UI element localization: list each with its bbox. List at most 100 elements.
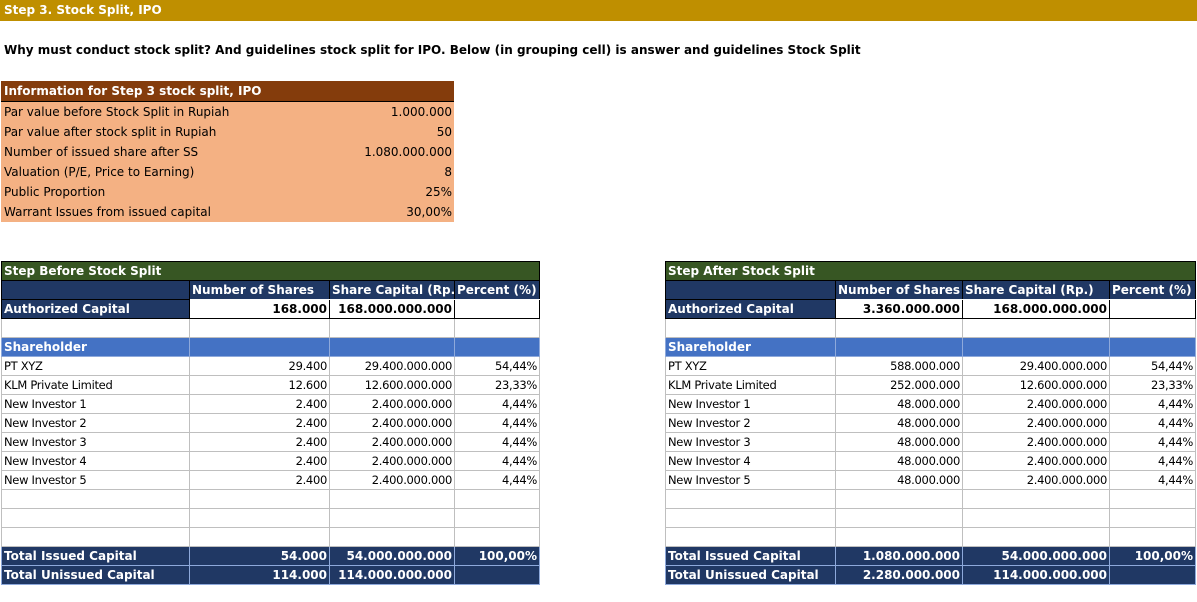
- total-issued-percent[interactable]: 100,00%: [453, 546, 541, 566]
- shareholder-header[interactable]: Shareholder: [665, 337, 836, 357]
- capital-cell[interactable]: 2.400.000.000: [962, 451, 1110, 471]
- capital-cell[interactable]: 2.400.000.000: [329, 451, 455, 471]
- shareholder-name[interactable]: New Investor 2: [1, 413, 190, 433]
- percent-cell[interactable]: 4,44%: [453, 413, 541, 433]
- blank-cell[interactable]: [1, 280, 190, 300]
- blank-cell[interactable]: [835, 337, 963, 357]
- shareholder-name[interactable]: KLM Private Limited: [1, 375, 190, 395]
- col-header-shares[interactable]: Number of Shares: [189, 280, 330, 300]
- capital-cell[interactable]: 2.400.000.000: [962, 470, 1110, 490]
- blank-cell[interactable]: [329, 489, 455, 509]
- total-issued-capital[interactable]: 54.000.000.000: [962, 546, 1110, 566]
- blank-cell[interactable]: [665, 527, 836, 547]
- col-header-capital[interactable]: Share Capital (Rp.): [329, 280, 455, 300]
- percent-cell[interactable]: 4,44%: [1108, 432, 1197, 452]
- shares-cell[interactable]: 2.400: [189, 394, 330, 414]
- percent-cell[interactable]: 23,33%: [453, 375, 541, 395]
- shares-cell[interactable]: 48.000.000: [835, 451, 963, 471]
- shares-cell[interactable]: 2.400: [189, 470, 330, 490]
- blank-cell[interactable]: [835, 489, 963, 509]
- authorized-capital[interactable]: 168.000.000.000: [329, 299, 455, 319]
- percent-cell[interactable]: 4,44%: [453, 394, 541, 414]
- blank-cell[interactable]: [329, 508, 455, 528]
- col-header-percent[interactable]: Percent (%): [453, 280, 541, 300]
- shareholder-name[interactable]: PT XYZ: [665, 356, 836, 376]
- info-row[interactable]: Warrant Issues from issued capital 30,00%: [1, 202, 454, 222]
- authorized-label[interactable]: Authorized Capital: [1, 299, 190, 319]
- blank-cell[interactable]: [453, 508, 541, 528]
- blank-cell[interactable]: [1, 489, 190, 509]
- capital-cell[interactable]: 12.600.000.000: [329, 375, 455, 395]
- blank-cell[interactable]: [962, 508, 1110, 528]
- total-unissued-capital[interactable]: 114.000.000.000: [962, 565, 1110, 585]
- blank-cell[interactable]: [453, 489, 541, 509]
- authorized-shares[interactable]: 168.000: [189, 299, 330, 319]
- blank-cell[interactable]: [665, 280, 836, 300]
- blank-cell[interactable]: [329, 318, 455, 338]
- shares-cell[interactable]: 48.000.000: [835, 432, 963, 452]
- blank-cell[interactable]: [962, 527, 1110, 547]
- authorized-label[interactable]: Authorized Capital: [665, 299, 836, 319]
- shareholder-name[interactable]: PT XYZ: [1, 356, 190, 376]
- total-unissued-shares[interactable]: 114.000: [189, 565, 330, 585]
- question-text[interactable]: Why must conduct stock split? And guidel…: [4, 43, 861, 57]
- blank-cell[interactable]: [665, 489, 836, 509]
- blank-cell[interactable]: [453, 337, 541, 357]
- blank-cell[interactable]: [835, 527, 963, 547]
- col-header-capital[interactable]: Share Capital (Rp.): [962, 280, 1110, 300]
- capital-cell[interactable]: 29.400.000.000: [329, 356, 455, 376]
- capital-cell[interactable]: 12.600.000.000: [962, 375, 1110, 395]
- total-issued-percent[interactable]: 100,00%: [1108, 546, 1197, 566]
- total-unissued-label[interactable]: Total Unissued Capital: [665, 565, 836, 585]
- capital-cell[interactable]: 2.400.000.000: [329, 394, 455, 414]
- blank-cell[interactable]: [1108, 318, 1197, 338]
- shareholder-name[interactable]: New Investor 5: [665, 470, 836, 490]
- blank-cell[interactable]: [1, 508, 190, 528]
- blank-cell[interactable]: [665, 508, 836, 528]
- capital-cell[interactable]: 2.400.000.000: [329, 470, 455, 490]
- capital-cell[interactable]: 2.400.000.000: [329, 413, 455, 433]
- blank-cell[interactable]: [1108, 489, 1197, 509]
- blank-cell[interactable]: [189, 508, 330, 528]
- info-row[interactable]: Par value before Stock Split in Rupiah 1.…: [1, 102, 454, 122]
- blank-cell[interactable]: [453, 527, 541, 547]
- blank-cell[interactable]: [962, 318, 1110, 338]
- percent-cell[interactable]: 4,44%: [1108, 451, 1197, 471]
- table-title[interactable]: Step Before Stock Split: [0, 261, 541, 281]
- shares-cell[interactable]: 2.400: [189, 451, 330, 471]
- capital-cell[interactable]: 2.400.000.000: [329, 432, 455, 452]
- table-title[interactable]: Step After Stock Split: [664, 261, 1197, 281]
- percent-cell[interactable]: 4,44%: [453, 451, 541, 471]
- blank-cell[interactable]: [189, 318, 330, 338]
- shares-cell[interactable]: 48.000.000: [835, 413, 963, 433]
- blank-cell[interactable]: [1108, 565, 1197, 585]
- blank-cell[interactable]: [835, 508, 963, 528]
- total-unissued-label[interactable]: Total Unissued Capital: [1, 565, 190, 585]
- shareholder-name[interactable]: KLM Private Limited: [665, 375, 836, 395]
- blank-cell[interactable]: [189, 527, 330, 547]
- percent-cell[interactable]: 4,44%: [1108, 394, 1197, 414]
- capital-cell[interactable]: 2.400.000.000: [962, 432, 1110, 452]
- shareholder-header[interactable]: Shareholder: [1, 337, 190, 357]
- blank-cell[interactable]: [329, 527, 455, 547]
- info-row[interactable]: Number of issued share after SS 1.080.000…: [1, 142, 454, 162]
- blank-cell[interactable]: [1, 318, 190, 338]
- blank-cell[interactable]: [1108, 337, 1197, 357]
- percent-cell[interactable]: 4,44%: [453, 470, 541, 490]
- shareholder-name[interactable]: New Investor 2: [665, 413, 836, 433]
- percent-cell[interactable]: 23,33%: [1108, 375, 1197, 395]
- percent-cell[interactable]: 4,44%: [453, 432, 541, 452]
- blank-cell[interactable]: [835, 318, 963, 338]
- blank-cell[interactable]: [962, 489, 1110, 509]
- shares-cell[interactable]: 2.400: [189, 432, 330, 452]
- blank-cell[interactable]: [1108, 527, 1197, 547]
- percent-cell[interactable]: 4,44%: [1108, 470, 1197, 490]
- info-row[interactable]: Public Proportion 25%: [1, 182, 454, 202]
- blank-cell[interactable]: [1108, 299, 1197, 319]
- total-issued-label[interactable]: Total Issued Capital: [1, 546, 190, 566]
- total-unissued-shares[interactable]: 2.280.000.000: [835, 565, 963, 585]
- shares-cell[interactable]: 48.000.000: [835, 394, 963, 414]
- total-issued-capital[interactable]: 54.000.000.000: [329, 546, 455, 566]
- capital-cell[interactable]: 2.400.000.000: [962, 413, 1110, 433]
- percent-cell[interactable]: 54,44%: [1108, 356, 1197, 376]
